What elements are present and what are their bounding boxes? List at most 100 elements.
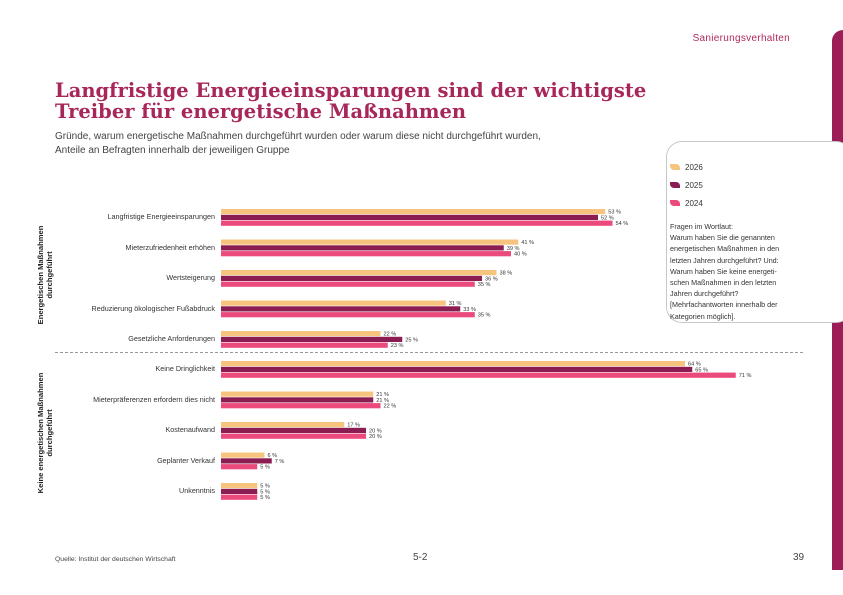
legend-label: 2026 [685, 163, 703, 172]
data-label: 71 % [739, 373, 752, 379]
bar-2024 [221, 281, 475, 287]
note-line: schen Maßnahmen in den letzten [670, 278, 777, 288]
data-label: 21 % [376, 392, 389, 398]
bar-2026 [221, 483, 258, 489]
category-label: Geplanter Verkauf [157, 455, 215, 465]
bar-2024 [221, 220, 613, 226]
bar-2024 [221, 251, 511, 257]
category-label: Langfristige Energieeinsparungen [107, 212, 216, 222]
bar-2026 [221, 452, 265, 458]
footer-chapter: 5-2 [413, 552, 428, 563]
bar-2026 [221, 300, 446, 306]
bar-2026 [221, 422, 345, 428]
note-line: [Mehrfachantworten innerhalb der [670, 300, 778, 310]
data-label: 21 % [376, 398, 389, 404]
note-line: Fragen im Wortlaut: [670, 222, 733, 231]
bar-2025 [221, 366, 693, 372]
note-line: energetischen Maßnahmen in den [670, 244, 780, 254]
data-label: 40 % [514, 252, 527, 258]
category-label: Mieterzufriedenheit erhöhen [125, 242, 216, 252]
data-label: 20 % [369, 428, 382, 434]
data-label: 22 % [384, 404, 397, 410]
data-label: 39 % [507, 246, 520, 252]
section-tag: Sanierungsverhalten [692, 33, 790, 44]
data-label: 65 % [695, 367, 708, 373]
legend-item-2025: 2025 [670, 181, 703, 190]
bar-2026 [221, 391, 374, 397]
legend-swatch [670, 200, 680, 206]
data-label: 5 % [260, 465, 270, 471]
bar-2026 [221, 361, 685, 367]
data-label: 33 % [463, 307, 476, 313]
category-label: Gesetzliche Anforderungen [128, 334, 215, 344]
bar-2024 [221, 494, 258, 500]
data-label: 20 % [369, 434, 382, 440]
data-label: 25 % [405, 337, 418, 343]
bar-2025 [221, 397, 374, 403]
data-label: 5 % [260, 495, 270, 501]
category-label: Keine Dringlichkeit [155, 364, 215, 374]
bar-2024 [221, 433, 366, 439]
note-line: letzten Jahren durchgeführt? Und: [670, 255, 779, 265]
note-line: Warum haben Sie die genannten [670, 233, 775, 243]
title-line-2: Treiber für energetische Maßnahmen [55, 100, 467, 123]
legend-item-2026: 2026 [670, 163, 703, 172]
note-line: Jahren durchgeführt? [670, 289, 739, 299]
data-label: 64 % [688, 362, 701, 368]
bar-2024 [221, 312, 475, 318]
category-label: Reduzierung ökologischer Fußabdruck [91, 303, 215, 313]
bar-2025 [221, 214, 598, 220]
legend-label: 2025 [685, 181, 703, 190]
bar-2026 [221, 270, 497, 276]
note-line: Kategorien möglich]. [670, 311, 736, 321]
bar-2025 [221, 306, 461, 312]
data-label: 54 % [616, 221, 629, 227]
data-label: 38 % [500, 271, 513, 277]
legend-box [666, 141, 843, 323]
data-label: 7 % [275, 459, 285, 465]
bar-2026 [221, 331, 381, 337]
data-label: 41 % [521, 240, 534, 246]
data-label: 52 % [601, 215, 614, 221]
question-note: Fragen im Wortlaut: Warum haben Sie die g… [670, 221, 820, 322]
bar-2025 [221, 336, 403, 342]
legend-swatch [670, 164, 680, 170]
bar-2025 [221, 488, 258, 494]
bar-2025 [221, 458, 272, 464]
group-divider [55, 352, 803, 353]
legend-item-2024: 2024 [670, 199, 703, 208]
page-title: Langfristige Energieeinsparungen sind de… [55, 80, 655, 122]
data-label: 17 % [347, 423, 360, 429]
data-label: 35 % [478, 313, 491, 319]
data-label: 31 % [449, 301, 462, 307]
category-label: Wertsteigerung [166, 273, 215, 283]
data-label: 5 % [260, 489, 270, 495]
category-label: Kostenaufwand [165, 425, 215, 435]
data-label: 5 % [260, 484, 270, 490]
bar-2025 [221, 427, 366, 433]
data-label: 53 % [608, 210, 621, 216]
category-label: Unkenntnis [179, 486, 215, 496]
bar-2024 [221, 342, 388, 348]
bar-2024 [221, 464, 258, 470]
data-label: 22 % [384, 332, 397, 338]
bar-2025 [221, 275, 482, 281]
footer-source: Quelle: Institut der deutschen Wirtschaf… [55, 556, 176, 563]
data-label: 6 % [268, 453, 278, 459]
data-label: 36 % [485, 276, 498, 282]
data-label: 23 % [391, 343, 404, 349]
title-line-1: Langfristige Energieeinsparungen sind de… [55, 79, 647, 102]
bar-2024 [221, 403, 381, 409]
legend-swatch [670, 182, 680, 188]
subtitle-line-2: Anteile an Befragten innerhalb der jewei… [55, 145, 290, 156]
bar-2026 [221, 239, 519, 245]
category-label: Mieterpräferenzen erfordern dies nicht [93, 394, 215, 404]
bar-2024 [221, 372, 736, 378]
data-label: 35 % [478, 282, 491, 288]
bar-2026 [221, 209, 606, 215]
note-line: Warum haben Sie keine energeti- [670, 266, 777, 276]
legend-label: 2024 [685, 199, 703, 208]
page-number: 39 [793, 552, 805, 563]
bar-2025 [221, 245, 504, 251]
